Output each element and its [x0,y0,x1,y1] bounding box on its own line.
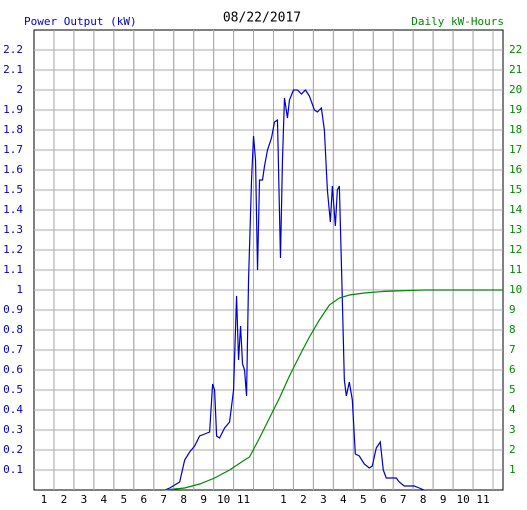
y-tick-label: 1.3 [3,223,23,236]
x-tick-label: 1 [41,493,48,506]
y-tick-label: 0.4 [3,403,23,416]
x-tick-label: 5 [360,493,367,506]
y-tick-label: 1 [16,283,23,296]
x-tick-label: 9 [200,493,207,506]
x-tick-label: 7 [400,493,407,506]
chart-title: 08/22/2017 [223,11,301,26]
y-tick-label: 2.1 [3,63,23,76]
x-tick-label: 10 [456,493,469,506]
y2-tick-label: 20 [509,83,522,96]
y2-tick-label: 4 [509,403,516,416]
y-tick-label: 0.6 [3,363,23,376]
y2-tick-label: 6 [509,363,516,376]
y2-tick-label: 18 [509,123,522,136]
y-tick-label: 1.2 [3,243,23,256]
y2-tick-label: 21 [509,63,522,76]
y2-tick-label: 7 [509,343,516,356]
y2-tick-label: 19 [509,103,522,116]
y2-tick-label: 5 [509,383,516,396]
x-tick-label: 7 [160,493,167,506]
x-tick-label: 2 [61,493,68,506]
y-tick-label: 0.3 [3,423,23,436]
x-tick-label: 4 [340,493,347,506]
y-tick-label: 0.9 [3,303,23,316]
y2-tick-label: 2 [509,443,516,456]
x-tick-label: 2 [300,493,307,506]
y2-tick-label: 12 [509,243,522,256]
x-tick-label: 8 [420,493,427,506]
y-tick-label: 0.5 [3,383,23,396]
x-tick-label: 8 [180,493,187,506]
x-tick-label: 6 [140,493,147,506]
line-series [164,89,425,491]
x-tick-label: 6 [380,493,387,506]
y-tick-label: 1.5 [3,183,23,196]
x-tick-label: 4 [101,493,108,506]
y-tick-label: 0.7 [3,343,23,356]
x-tick-label: 3 [320,493,327,506]
y-tick-label: 1.4 [3,203,23,216]
y2-axis-label: Daily kW-Hours [411,15,504,28]
plot-area [33,29,504,491]
y-tick-label: 1.6 [3,163,23,176]
y2-tick-label: 17 [509,143,522,156]
y-tick-label: 1.7 [3,143,23,156]
y2-tick-label: 15 [509,183,522,196]
y2-tick-label: 22 [509,43,522,56]
x-tick-label: 11 [237,493,250,506]
y-axis-label: Power Output (kW) [24,15,137,28]
y2-tick-label: 10 [509,283,522,296]
y2-tick-label: 8 [509,323,516,336]
x-tick-label: 3 [81,493,88,506]
y2-tick-label: 9 [509,303,516,316]
x-tick-label: 11 [476,493,489,506]
y2-tick-label: 14 [509,203,523,216]
y-tick-label: 1.1 [3,263,23,276]
y-tick-label: 0.2 [3,443,23,456]
y-tick-label: 2 [16,83,23,96]
y-tick-label: 0.8 [3,323,23,336]
x-tick-label: 10 [217,493,230,506]
y-tick-label: 0.1 [3,463,23,476]
y2-tick-label: 16 [509,163,522,176]
x-tick-label: 1 [280,493,287,506]
x-tick-label: 9 [440,493,447,506]
y-tick-label: 1.8 [3,123,23,136]
y-tick-label: 2.2 [3,43,23,56]
y2-tick-label: 13 [509,223,522,236]
y-tick-label: 1.9 [3,103,23,116]
x-tick-label: 5 [120,493,127,506]
y2-tick-label: 1 [509,463,516,476]
y2-tick-label: 3 [509,423,516,436]
line-series [164,289,503,491]
y2-tick-label: 11 [509,263,522,276]
